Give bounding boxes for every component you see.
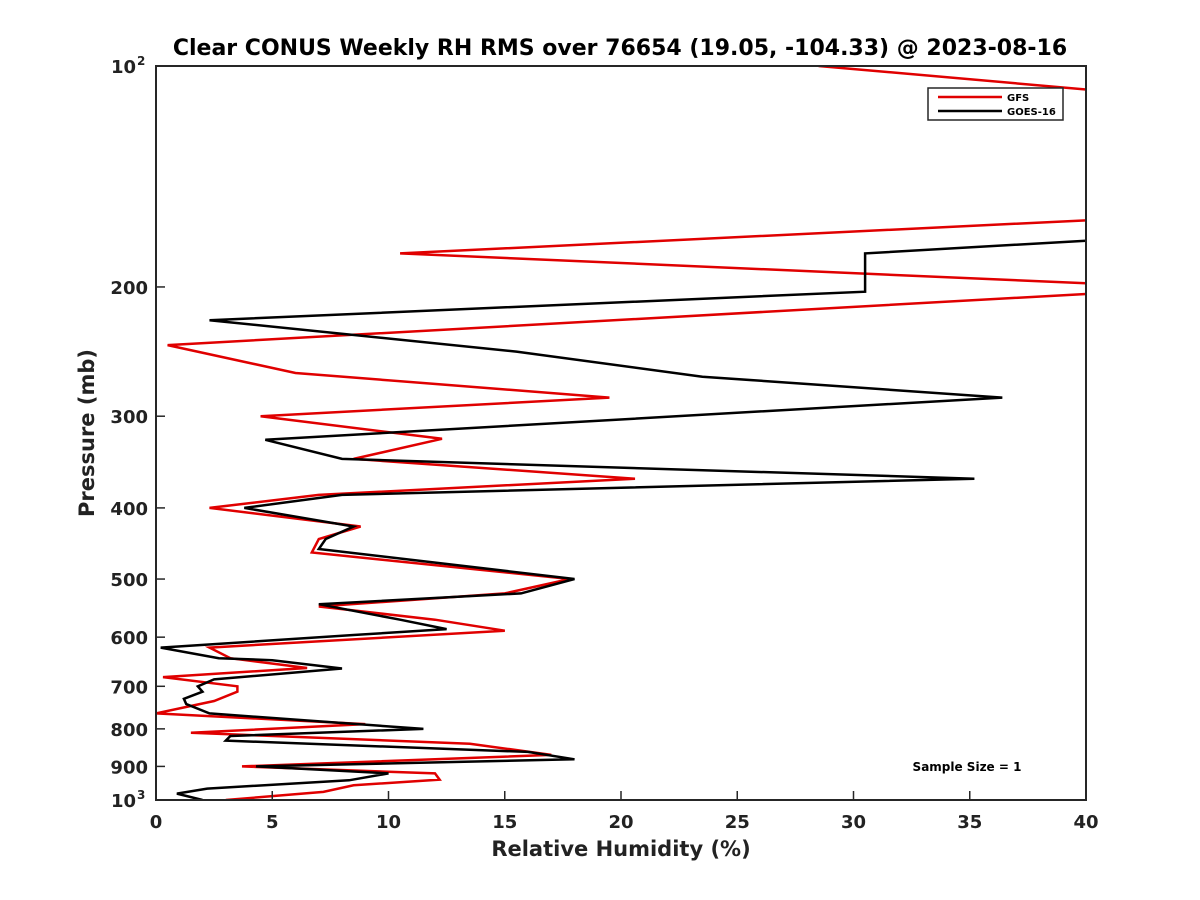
x-tick-label: 35 (957, 812, 982, 833)
x-tick-label: 20 (608, 812, 633, 833)
y-tick-exponent: 2 (137, 54, 145, 68)
y-tick-label: 10 (111, 57, 136, 78)
series-line-gfs (156, 66, 1086, 800)
y-tick-label: 400 (110, 499, 148, 520)
y-tick-label: 800 (110, 720, 148, 741)
x-tick-label: 10 (376, 812, 401, 833)
legend: GFS GOES-16 (927, 87, 1064, 121)
y-tick-label: 300 (110, 407, 148, 428)
x-tick-label: 40 (1073, 812, 1098, 833)
x-tick-label: 5 (266, 812, 279, 833)
y-tick-label: 600 (110, 628, 148, 649)
y-tick-label: 900 (110, 757, 148, 778)
x-tick-label: 15 (492, 812, 517, 833)
x-tick-label: 30 (841, 812, 866, 833)
x-tick-label: 25 (725, 812, 750, 833)
legend-label-gfs: GFS (1007, 93, 1029, 104)
legend-box (927, 87, 1064, 121)
plot-area-frame (155, 65, 1087, 801)
y-axis-label: Pressure (mb) (75, 349, 99, 517)
y-tick-exponent: 3 (137, 788, 145, 802)
x-axis-label: Relative Humidity (%) (491, 837, 750, 861)
y-tick-label: 700 (110, 677, 148, 698)
x-tick-label: 0 (150, 812, 163, 833)
series-line-goes-16 (160, 239, 1086, 800)
sample-size-annotation: Sample Size = 1 (913, 760, 1022, 774)
y-tick-label: 200 (110, 278, 148, 299)
y-tick-label: 500 (110, 570, 148, 591)
legend-label-goes-16: GOES-16 (1007, 107, 1056, 118)
chart-title: Clear CONUS Weekly RH RMS over 76654 (19… (173, 36, 1067, 61)
y-tick-label: 10 (111, 791, 136, 812)
